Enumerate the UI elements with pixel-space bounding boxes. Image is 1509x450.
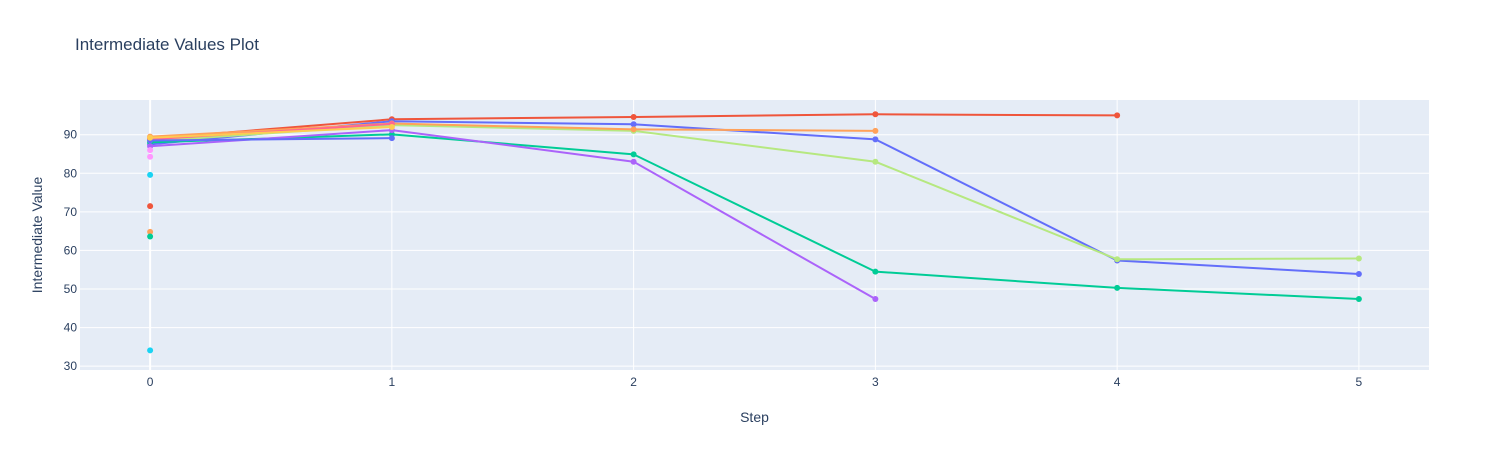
y-axis-title: Intermediate Value [29, 177, 45, 294]
data-point [630, 121, 637, 128]
data-point [147, 171, 154, 178]
series-line [150, 133, 1359, 301]
series-10 [147, 153, 154, 160]
series-13 [147, 228, 154, 235]
x-tick-label: 0 [147, 375, 154, 389]
x-tick-label: 3 [872, 375, 879, 389]
y-tick-label: 60 [64, 243, 78, 257]
data-point [1114, 112, 1121, 119]
series-11 [147, 171, 154, 178]
series-8 [147, 124, 395, 141]
data-point [1355, 296, 1362, 303]
data-point [872, 111, 879, 118]
y-tick-label: 90 [64, 128, 78, 142]
series-group [147, 111, 1362, 354]
y-tick-label: 70 [64, 205, 78, 219]
y-tick-label: 80 [64, 166, 78, 180]
series-15 [147, 347, 154, 354]
grid-lines [80, 100, 1429, 370]
data-point [1355, 270, 1362, 277]
data-point [872, 136, 879, 143]
x-tick-label: 1 [389, 375, 396, 389]
series-line [150, 129, 876, 300]
data-point [147, 233, 154, 240]
y-tick-label: 50 [64, 282, 78, 296]
data-point [147, 203, 154, 210]
y-tick-label: 30 [64, 359, 78, 373]
series-0 [147, 111, 1121, 142]
data-point [388, 124, 395, 130]
series-12 [147, 203, 154, 210]
data-point [388, 135, 395, 142]
data-point [147, 134, 154, 141]
data-point [630, 151, 637, 158]
series-line [150, 124, 1359, 261]
data-point [147, 147, 154, 154]
series-line [150, 122, 876, 138]
chart-title: Intermediate Values Plot [75, 35, 259, 54]
series-9 [147, 147, 154, 154]
data-point [1355, 255, 1362, 262]
x-axis-title: Step [740, 409, 769, 425]
x-tick-label: 2 [630, 375, 637, 389]
y-tick-label: 40 [64, 321, 78, 335]
data-point [1114, 256, 1121, 263]
plot-area [80, 100, 1429, 370]
data-point [147, 228, 154, 235]
series-line [150, 126, 392, 139]
data-point [630, 113, 637, 120]
series-14 [147, 233, 154, 240]
data-point [872, 127, 879, 134]
data-point [872, 158, 879, 165]
data-point [872, 296, 879, 303]
data-point [1114, 284, 1121, 291]
data-point [630, 126, 637, 133]
data-point [872, 268, 879, 275]
x-tick-label: 4 [1114, 375, 1121, 389]
data-point [147, 347, 154, 354]
tick-labels: 30 40 50 60 70 80 90 0 1 2 3 4 5 [64, 128, 1363, 389]
data-point [147, 153, 154, 160]
series-line [150, 137, 392, 142]
x-tick-label: 5 [1356, 375, 1363, 389]
data-point [630, 158, 637, 165]
